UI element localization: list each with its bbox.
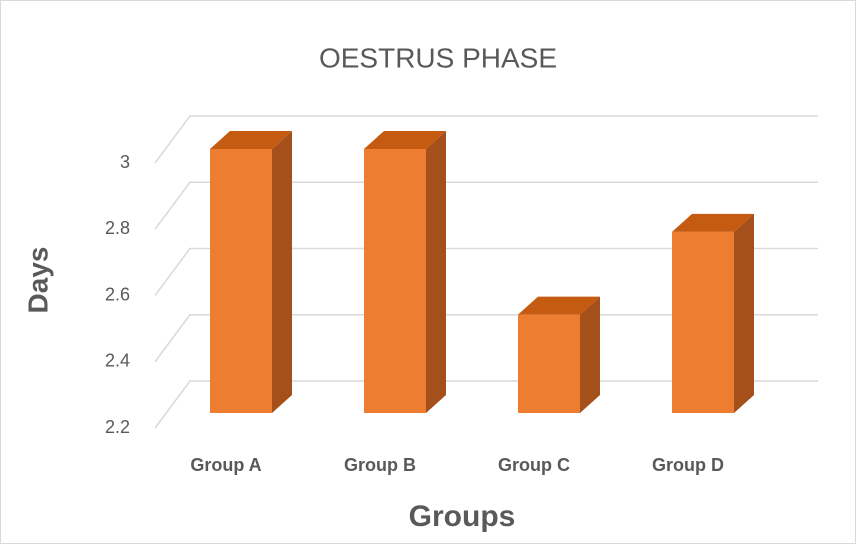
y-tick-label: 2.8	[105, 218, 130, 238]
bar-top	[364, 131, 446, 149]
x-tick-label: Group C	[498, 455, 570, 475]
x-tick-label: Group A	[190, 455, 261, 475]
bar-side	[734, 213, 754, 413]
bar-side	[580, 296, 600, 413]
y-tick-label: 2.2	[105, 417, 130, 437]
grid-line	[154, 115, 818, 164]
chart-title: OESTRUS PHASE	[319, 42, 557, 73]
bar-top	[210, 131, 292, 149]
bar-side	[426, 131, 446, 413]
x-axis-label: Groups	[409, 500, 516, 533]
grid-line	[154, 247, 818, 296]
grid-line	[154, 380, 818, 429]
bar-top	[518, 296, 600, 315]
bar	[364, 149, 426, 413]
bar	[672, 231, 734, 413]
bar	[210, 149, 272, 413]
grid-line	[154, 181, 818, 230]
bar-top	[672, 213, 754, 232]
y-axis-label: Days	[22, 247, 53, 314]
x-tick-label: Group B	[344, 455, 416, 475]
y-tick-label: 2.4	[105, 351, 130, 371]
y-tick-label: 2.6	[105, 284, 130, 304]
grid-line	[154, 314, 818, 363]
x-tick-label: Group D	[652, 455, 724, 475]
bar	[518, 314, 580, 413]
bar-side	[272, 131, 292, 413]
y-tick-label: 3	[120, 152, 130, 172]
